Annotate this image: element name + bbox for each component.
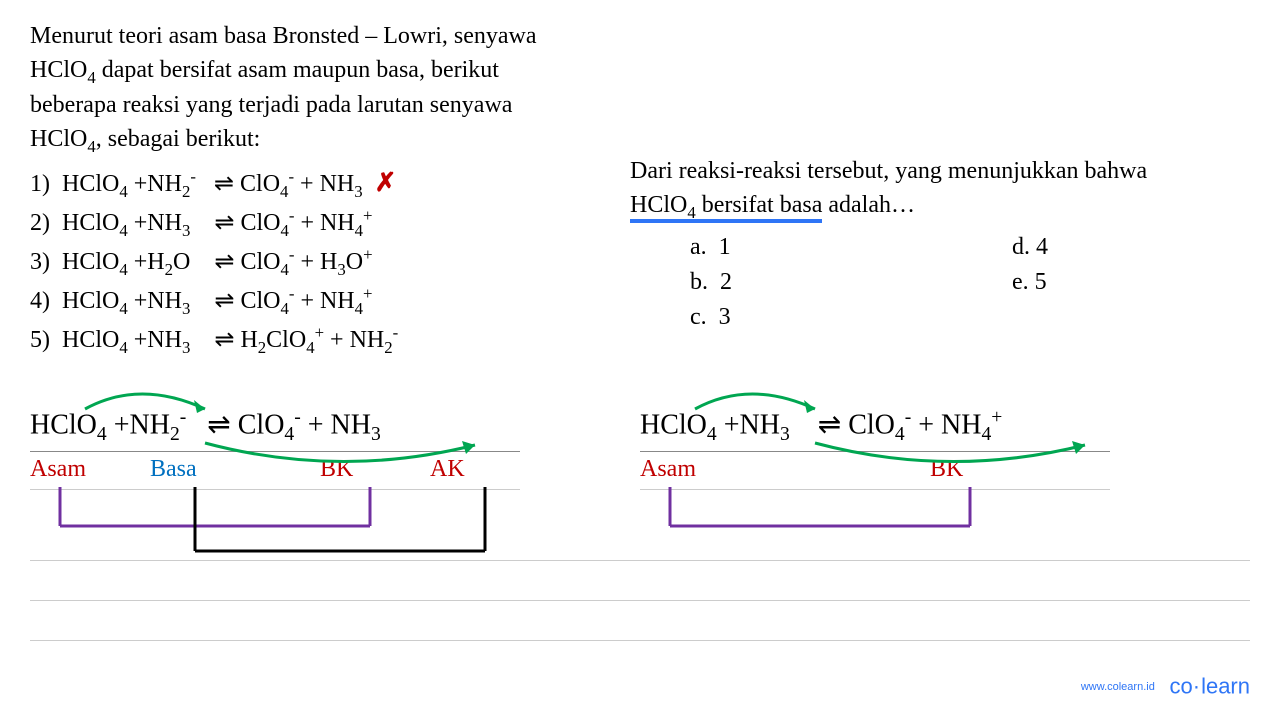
- label-basa: Basa: [150, 456, 320, 483]
- worked-block-1: HClO4 +NH2- ⇌ ClO4- + NH3 Asam Basa BK A…: [30, 391, 520, 491]
- label-bk: BK: [320, 456, 430, 483]
- question-right-block: Dari reaksi-reaksi tersebut, yang menunj…: [630, 20, 1250, 361]
- option-b: b. 2: [690, 265, 732, 300]
- options-block: a. 1 b. 2 c. 3 d. 4 e. 5: [630, 230, 1250, 334]
- label-bk-2: BK: [930, 456, 963, 483]
- label-asam-2: Asam: [640, 456, 930, 483]
- worked-labels-1: Asam Basa BK AK: [30, 452, 520, 490]
- label-asam: Asam: [30, 456, 150, 483]
- reaction-2: 2) HClO4 +NH3 ⇌ ClO4- + NH4+: [30, 204, 590, 243]
- worked-eq-2: HClO4 +NH3 ⇌ ClO4- + NH4+: [640, 391, 1110, 453]
- worked-block-2: HClO4 +NH3 ⇌ ClO4- + NH4+ Asam BK: [640, 391, 1110, 491]
- reaction-5: 5) HClO4 +NH3 ⇌ H2ClO4+ + NH2-: [30, 321, 590, 360]
- footer-url: www.colearn.id: [1081, 681, 1155, 693]
- worked-section: HClO4 +NH2- ⇌ ClO4- + NH3 Asam Basa BK A…: [30, 391, 1250, 491]
- para-line-4: HClO4, sebagai berikut:: [30, 123, 590, 158]
- footer: www.colearn.id co·learn: [1081, 672, 1250, 700]
- options-col-right: d. 4 e. 5: [1012, 230, 1048, 334]
- option-e: e. 5: [1012, 265, 1048, 300]
- reaction-3: 3) HClO4 +H2O ⇌ ClO4- + H3O+: [30, 243, 590, 282]
- label-ak: AK: [430, 456, 465, 483]
- footer-logo: co·learn: [1170, 674, 1251, 699]
- para-line-1: Menurut teori asam basa Bronsted – Lowri…: [30, 20, 590, 54]
- option-a: a. 1: [690, 230, 732, 265]
- worked-labels-2: Asam BK: [640, 452, 1110, 490]
- worked-eq-1: HClO4 +NH2- ⇌ ClO4- + NH3: [30, 391, 520, 453]
- option-c: c. 3: [690, 300, 732, 335]
- reaction-1: 1) HClO4 +NH2- ⇌ ClO4- + NH3 ✗: [30, 164, 590, 204]
- question-line-1: Dari reaksi-reaksi tersebut, yang menunj…: [630, 155, 1250, 189]
- question-line-2: HClO4 bersifat basa adalah…: [630, 189, 1250, 224]
- para-line-3: beberapa reaksi yang terjadi pada laruta…: [30, 89, 590, 123]
- grid-line: [30, 600, 1250, 601]
- cross-icon: ✗: [375, 168, 397, 197]
- grid-line: [30, 560, 1250, 561]
- reaction-list: 1) HClO4 +NH2- ⇌ ClO4- + NH3 ✗ 2) HClO4 …: [30, 164, 590, 361]
- options-col-left: a. 1 b. 2 c. 3: [690, 230, 732, 334]
- para-line-2: HClO4 dapat bersifat asam maupun basa, b…: [30, 54, 590, 89]
- question-text-block: Menurut teori asam basa Bronsted – Lowri…: [30, 20, 590, 361]
- grid-line: [30, 640, 1250, 641]
- option-d: d. 4: [1012, 230, 1048, 265]
- reaction-4: 4) HClO4 +NH3 ⇌ ClO4- + NH4+: [30, 282, 590, 321]
